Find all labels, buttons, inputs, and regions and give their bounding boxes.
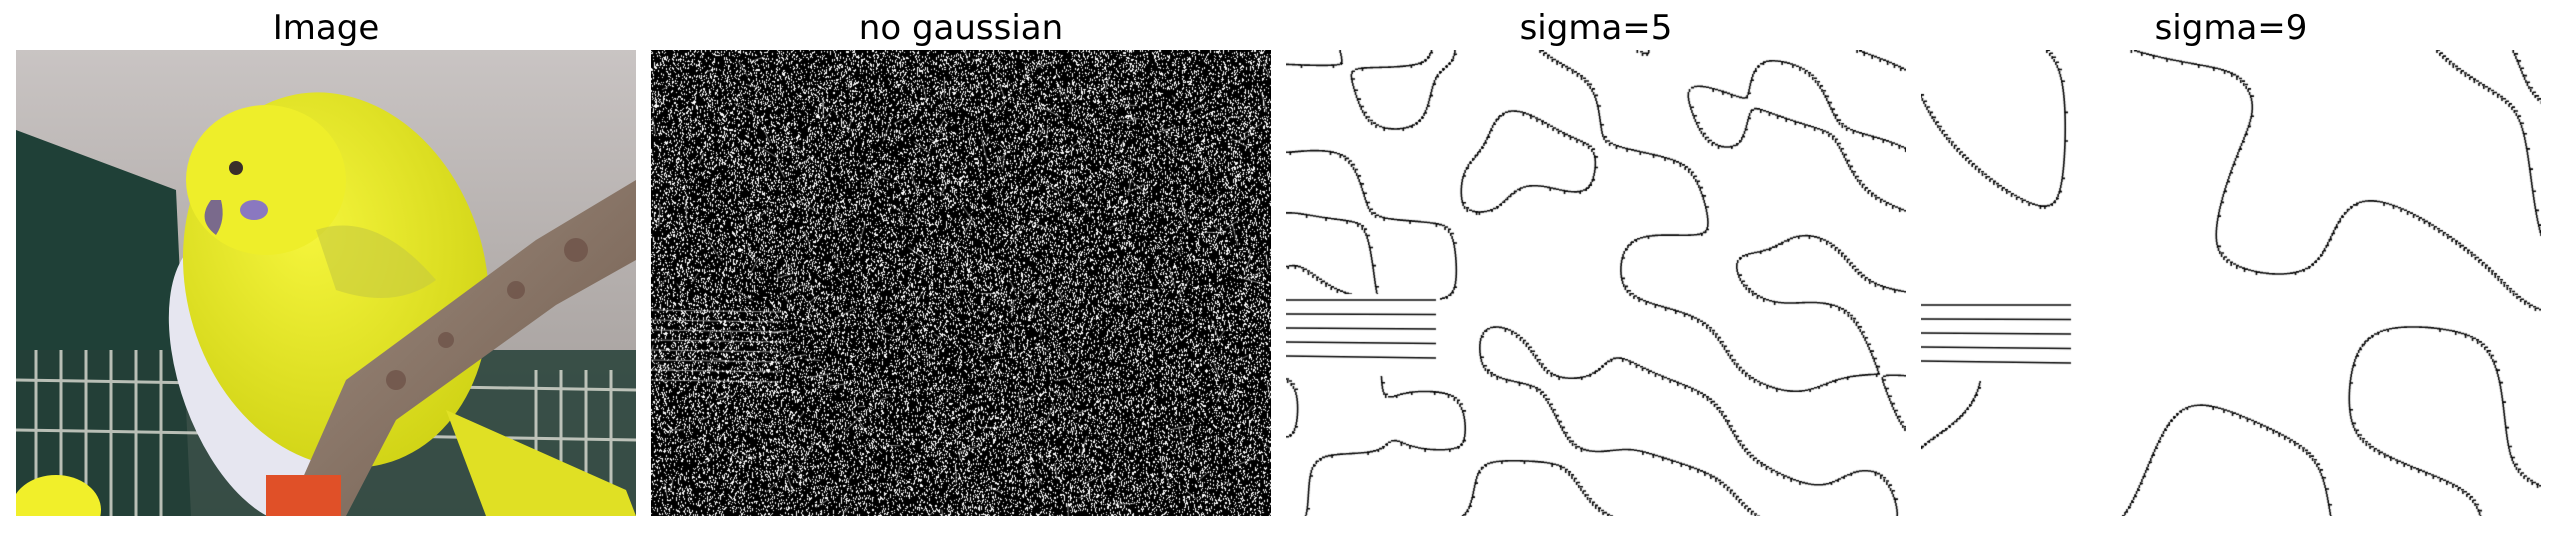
edge-noise-map: [651, 50, 1271, 516]
panel-title-no-gaussian: no gaussian: [858, 8, 1064, 48]
panel-title-image: Image: [272, 8, 380, 48]
panel-title-sigma5: sigma=5: [1519, 8, 1673, 48]
edge-contours-sigma5: [1286, 50, 1906, 516]
edge-contours-sigma9: [1921, 50, 2541, 516]
panel-title-sigma9: sigma=9: [2154, 8, 2308, 48]
parakeet-photo: [16, 50, 636, 516]
